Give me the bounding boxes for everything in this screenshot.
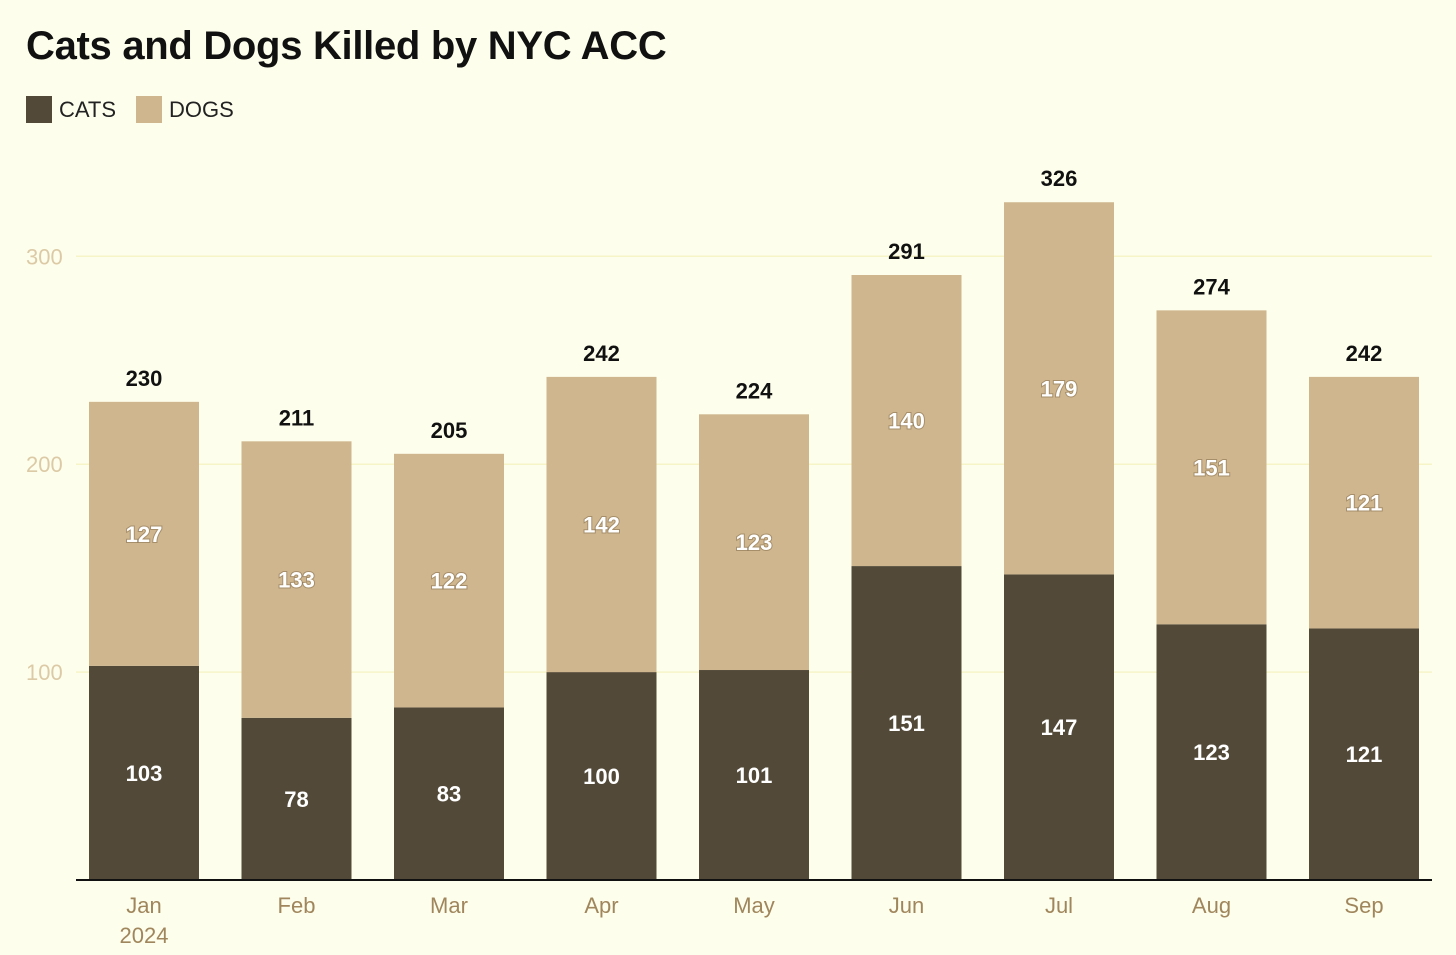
data-label-cats: 151 (888, 711, 925, 736)
data-label-cats: 101 (736, 763, 773, 788)
bar-cats (1004, 574, 1114, 880)
x-tick-sublabel: 2024 (120, 923, 169, 948)
bar-cats (241, 717, 352, 880)
data-label-cats: 123 (1193, 740, 1230, 765)
bar-dogs (394, 453, 504, 708)
data-label-cats: 83 (437, 782, 461, 807)
data-label-dogs: 127 (126, 522, 163, 547)
data-label-total: 205 (431, 418, 468, 443)
x-tick-label: Apr (584, 893, 618, 918)
data-label-total: 211 (279, 405, 315, 430)
data-label-dogs: 140 (888, 409, 925, 434)
bar-dogs (241, 441, 352, 718)
data-label-cats: 103 (126, 761, 163, 786)
y-tick-label: 100 (26, 660, 63, 685)
data-label-total: 326 (1041, 166, 1078, 191)
x-tick-label: Mar (430, 893, 468, 918)
bar-dogs (546, 376, 657, 673)
x-tick-label: Sep (1344, 893, 1383, 918)
data-label-total: 224 (736, 378, 773, 403)
data-label-dogs: 151 (1193, 455, 1230, 480)
y-tick-label: 200 (26, 452, 63, 477)
chart-title: Cats and Dogs Killed by NYC ACC (26, 24, 667, 68)
bar-cats (699, 670, 809, 880)
bar-cats (1309, 628, 1419, 880)
bar-cats (546, 672, 657, 880)
data-label-total: 291 (888, 239, 925, 264)
data-label-total: 242 (1346, 341, 1383, 366)
data-label-total: 230 (126, 366, 163, 391)
legend-label-cats: CATS (59, 96, 117, 122)
data-label-dogs: 121 (1346, 491, 1383, 516)
bar-dogs (89, 401, 199, 666)
legend-item-dogs[interactable]: DOGS (136, 96, 234, 123)
data-label-cats: 147 (1041, 715, 1078, 740)
data-label-cats: 78 (284, 787, 308, 812)
data-label-cats: 121 (1346, 742, 1383, 767)
bar-dogs (699, 414, 809, 671)
data-label-dogs: 133 (278, 568, 315, 593)
bar-cats (394, 707, 504, 880)
data-label-total: 242 (583, 341, 620, 366)
legend-swatch-cats (26, 96, 52, 123)
bar-cats (1156, 624, 1267, 880)
legend-label-dogs: DOGS (169, 96, 234, 122)
data-label-dogs: 123 (736, 530, 773, 555)
x-tick-label: May (733, 893, 775, 918)
x-tick-label: Jul (1045, 893, 1073, 918)
bar-cats (851, 566, 962, 880)
y-tick-label: 300 (26, 244, 63, 269)
bar-dogs (1004, 202, 1114, 575)
bar-dogs (1309, 376, 1419, 629)
x-tick-label: Jun (889, 893, 924, 918)
bar-cats (89, 665, 199, 880)
data-label-dogs: 179 (1041, 376, 1078, 401)
x-tick-label: Feb (278, 893, 316, 918)
x-tick-label: Aug (1192, 893, 1231, 918)
data-label-total: 274 (1193, 274, 1230, 299)
data-label-dogs: 122 (431, 569, 468, 594)
data-label-cats: 100 (583, 764, 620, 789)
bar-dogs (851, 275, 962, 567)
legend: CATS DOGS (26, 96, 254, 123)
legend-item-cats[interactable]: CATS (26, 96, 116, 123)
legend-swatch-dogs (136, 96, 163, 123)
x-tick-label: Jan (126, 893, 161, 918)
data-label-dogs: 142 (583, 512, 620, 537)
bar-dogs (1156, 310, 1267, 625)
